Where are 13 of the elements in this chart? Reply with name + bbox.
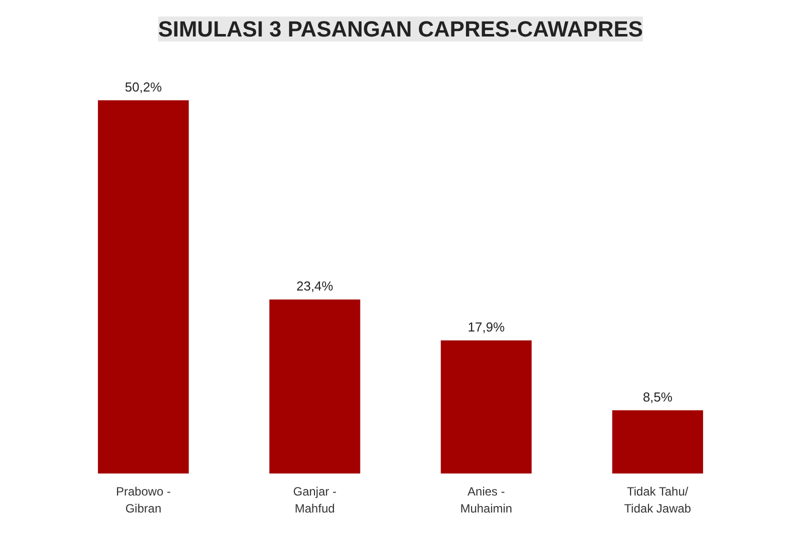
data-label: 8,5%	[642, 389, 673, 404]
data-label: 17,9%	[468, 319, 506, 334]
data-label: 23,4%	[296, 278, 334, 294]
x-tick-label: Tidak Tahu/ Tidak Jawab	[624, 484, 692, 516]
x-tick-label: Ganjar - Mahfud	[293, 484, 336, 516]
x-tick-label: Prabowo - Gibran	[116, 484, 171, 516]
chart-title: SIMULASI 3 PASANGAN CAPRES-CAWAPRES	[158, 16, 643, 42]
bar	[269, 300, 360, 474]
bar	[440, 340, 532, 474]
x-tick-label: Anies - Muhaimin	[460, 484, 512, 516]
bar	[98, 100, 189, 474]
bar	[612, 410, 704, 474]
data-label: 50,2%	[124, 79, 162, 94]
